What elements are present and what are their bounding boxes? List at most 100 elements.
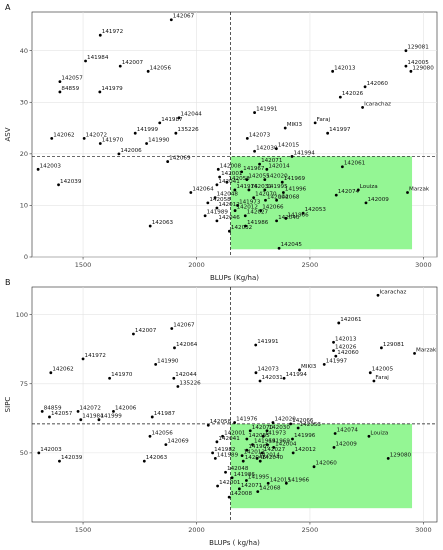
point-label: 142015 — [278, 143, 300, 149]
point-label: 142005 — [407, 60, 429, 66]
data-point — [313, 121, 317, 125]
data-point — [142, 459, 146, 463]
data-point — [227, 229, 231, 233]
point-label: 142001 — [221, 171, 243, 177]
data-point — [253, 111, 256, 114]
point-label: MIKI3 — [301, 364, 317, 370]
point-label: 129080 — [390, 452, 412, 458]
data-point — [258, 459, 262, 463]
data-point — [380, 346, 383, 350]
point-label: 142039 — [61, 455, 83, 461]
data-point — [76, 410, 80, 413]
y-tick-label: 50 — [20, 449, 28, 457]
x-tick-label: 2000 — [188, 261, 205, 269]
data-point — [404, 49, 408, 53]
point-label: 142003 — [40, 163, 62, 169]
point-label: 141990 — [148, 138, 170, 144]
data-point — [98, 90, 102, 94]
data-point — [338, 95, 342, 99]
data-point — [50, 136, 54, 140]
point-label: 142030 — [256, 145, 278, 151]
data-point — [404, 64, 408, 68]
point-label: 142061 — [344, 161, 366, 167]
point-label: 141984 — [87, 55, 109, 61]
point-label: 142044 — [175, 372, 197, 378]
point-label: 142041 — [218, 436, 240, 442]
data-point — [218, 175, 222, 179]
point-label: Louiza — [360, 184, 378, 190]
point-label: 142012 — [237, 205, 258, 211]
point-label: 142062 — [52, 367, 73, 373]
data-point — [258, 162, 261, 166]
point-label: 142068 — [259, 486, 281, 492]
point-label: 141969 — [254, 439, 276, 445]
point-label: 141996 — [285, 187, 307, 193]
data-point — [266, 481, 270, 485]
point-label: 142064 — [192, 187, 214, 193]
point-label: 141970 — [102, 138, 124, 144]
data-point — [240, 454, 244, 458]
point-label: Faraj — [375, 375, 389, 381]
point-label: 142048 — [217, 192, 239, 198]
x-tick-label: 1500 — [75, 261, 92, 269]
data-point — [58, 459, 61, 463]
data-point — [251, 443, 254, 446]
x-axis-title: BLUPs ( kg/ha) — [209, 539, 260, 547]
data-point — [245, 448, 249, 452]
point-label: 142062 — [53, 132, 74, 138]
data-point — [372, 379, 376, 383]
data-point — [215, 440, 219, 444]
point-label: 142056 — [150, 65, 172, 71]
point-label: 142055 — [248, 433, 270, 439]
data-point — [148, 434, 152, 438]
data-point — [332, 340, 335, 344]
data-point — [245, 479, 248, 482]
point-label: 141997 — [329, 127, 351, 133]
data-point — [213, 196, 217, 200]
data-point — [275, 198, 278, 202]
point-label: 142020 — [274, 416, 296, 422]
point-label: 142057 — [51, 411, 73, 417]
data-point — [245, 136, 249, 140]
data-point — [177, 116, 181, 120]
data-point — [98, 142, 102, 145]
point-label: 142001 — [224, 430, 246, 436]
point-label: 142058 — [209, 197, 231, 203]
data-point — [275, 219, 278, 223]
point-label: 142067 — [173, 322, 195, 328]
data-point — [332, 349, 335, 352]
data-point — [340, 165, 344, 169]
point-label: 142058 — [210, 419, 232, 425]
point-label: 142026 — [335, 345, 357, 351]
data-point — [386, 457, 390, 460]
data-point — [148, 224, 152, 228]
point-label: 142012 — [244, 450, 265, 456]
data-point — [265, 429, 269, 433]
point-label: 142073 — [249, 132, 271, 138]
point-label: 142069 — [167, 439, 189, 445]
point-label: 141969 — [269, 439, 291, 445]
data-point — [82, 136, 86, 140]
data-point — [79, 418, 83, 422]
point-label: 142056 — [151, 430, 173, 436]
data-point — [240, 170, 244, 174]
point-label: 141976 — [236, 416, 258, 422]
data-point — [203, 214, 207, 218]
x-tick-label: 2000 — [188, 526, 205, 534]
data-point — [376, 293, 380, 297]
point-label: 142053 — [305, 207, 327, 213]
data-point — [243, 214, 247, 218]
point-label: 142004 — [267, 194, 289, 200]
point-label: 142058 — [228, 176, 250, 182]
point-label: 142069 — [169, 156, 191, 162]
point-label: 141984 — [82, 414, 104, 420]
data-point — [164, 443, 168, 446]
data-point — [118, 64, 122, 68]
data-point — [272, 445, 276, 449]
point-label: 142068 — [278, 194, 300, 200]
data-point — [356, 188, 360, 192]
data-point — [263, 188, 267, 192]
data-point — [259, 209, 263, 212]
data-point — [49, 371, 53, 375]
